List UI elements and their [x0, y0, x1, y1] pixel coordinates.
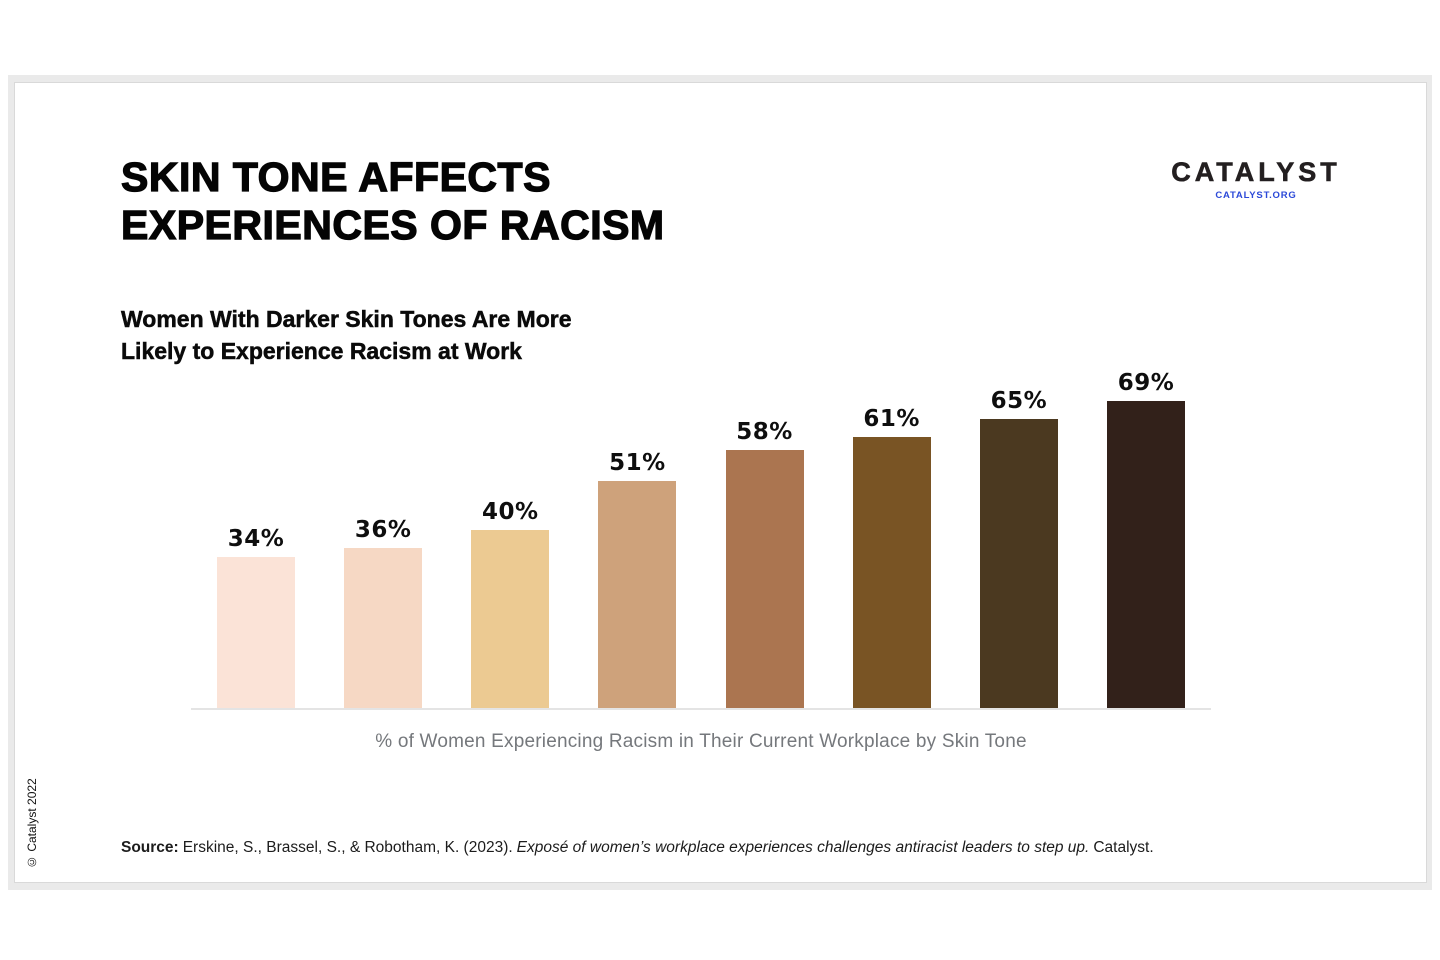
bar — [344, 548, 423, 708]
catalyst-logo: CATALYST CATALYST.ORG — [1171, 157, 1341, 201]
catalyst-org-link: CATALYST.ORG — [1215, 190, 1297, 201]
bar — [471, 530, 550, 708]
bar — [979, 419, 1058, 708]
bar-value-label: 65% — [990, 388, 1048, 414]
source-citation: Source: Erskine, S., Brassel, S., & Robot… — [121, 839, 1154, 857]
bar-chart: 34% 36% 40% 51% 58% 61% 65% 69% — [191, 350, 1211, 710]
bar-column: 58% — [725, 419, 804, 708]
bar-column: 65% — [979, 388, 1058, 708]
copyright-vertical-text: © Catalyst 2022 — [25, 778, 39, 869]
bar-value-label: 69% — [1117, 370, 1175, 396]
bar — [217, 557, 295, 708]
x-axis-caption: % of Women Experiencing Racism in Their … — [375, 731, 1027, 752]
bar-value-label: 36% — [354, 517, 412, 543]
bar-column: 36% — [344, 517, 423, 708]
bar-value-label: 40% — [482, 499, 539, 525]
page-title-line1: SKIN TONE AFFECTS — [120, 153, 551, 200]
bar — [852, 437, 931, 708]
bar-value-label: 58% — [736, 419, 793, 445]
page-title: SKIN TONE AFFECTS EXPERIENCES OF RACISM — [120, 153, 665, 249]
source-publisher: Catalyst. — [1093, 839, 1154, 856]
bar-value-label: 34% — [227, 526, 285, 552]
bar-value-label: 51% — [609, 450, 666, 476]
bar-column: 61% — [852, 406, 931, 708]
bar — [1106, 401, 1185, 708]
bar-column: 40% — [471, 499, 550, 708]
bar — [598, 481, 677, 708]
page-title-line2: EXPERIENCES OF RACISM — [120, 201, 665, 248]
bar-value-label: 61% — [863, 406, 920, 432]
source-title: Exposé of women’s workplace experiences … — [516, 839, 1090, 856]
bar — [725, 450, 804, 708]
bar-column: 51% — [598, 450, 677, 708]
chart-subtitle: Women With Darker Skin Tones Are More Li… — [121, 303, 572, 367]
chart-subtitle-line2: Likely to Experience Racism at Work — [121, 338, 522, 365]
slide-frame: SKIN TONE AFFECTS EXPERIENCES OF RACISM … — [8, 75, 1432, 890]
source-label: Source: — [121, 839, 179, 856]
catalyst-wordmark: CATALYST — [1171, 157, 1341, 188]
slide-card: SKIN TONE AFFECTS EXPERIENCES OF RACISM … — [14, 82, 1427, 883]
chart-subtitle-line1: Women With Darker Skin Tones Are More — [121, 306, 572, 333]
source-authors: Erskine, S., Brassel, S., & Robotham, K.… — [182, 839, 513, 856]
bar-column: 69% — [1106, 370, 1185, 708]
bar-column: 34% — [217, 526, 295, 708]
